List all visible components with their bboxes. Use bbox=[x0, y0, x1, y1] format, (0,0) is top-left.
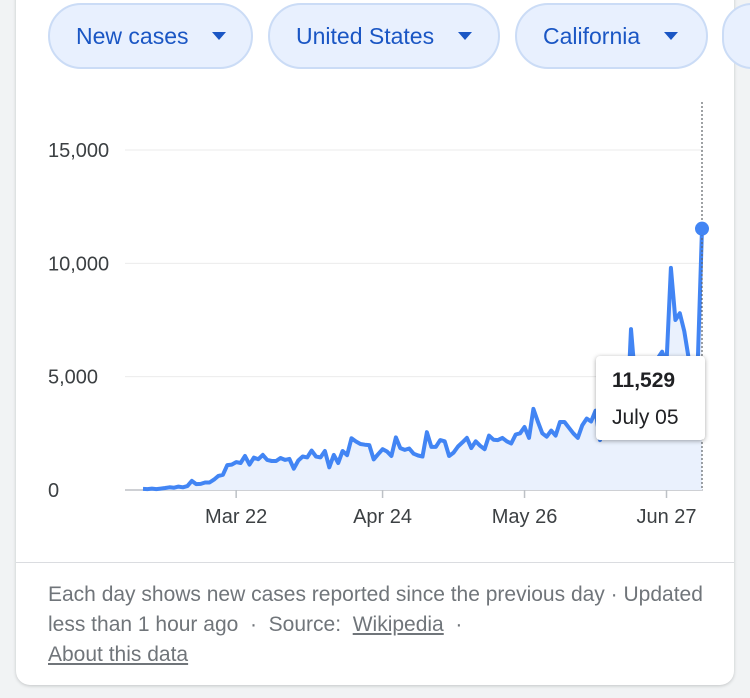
tooltip-date: July 05 bbox=[612, 406, 679, 429]
footer-divider bbox=[16, 562, 734, 563]
cases-area bbox=[143, 228, 702, 490]
region-filter-label: California bbox=[543, 22, 641, 49]
source-link[interactable]: Wikipedia bbox=[352, 613, 444, 636]
y-tick-label: 0 bbox=[48, 480, 59, 502]
metric-filter-label: New cases bbox=[76, 22, 189, 49]
country-filter-label: United States bbox=[296, 22, 435, 49]
separator-dot: · bbox=[610, 583, 618, 606]
filter-chips: New cases United States California bbox=[0, 0, 750, 80]
separator-dot: · bbox=[455, 613, 463, 636]
footer-description: Each day shows new cases reported since … bbox=[48, 583, 605, 606]
y-axis-ticks: 0 5,000 10,000 15,000 bbox=[48, 140, 109, 502]
about-data-link[interactable]: About this data bbox=[48, 643, 189, 666]
covid-card bbox=[16, 0, 734, 685]
x-tick-label: Apr 24 bbox=[353, 506, 412, 528]
dropdown-arrow-icon bbox=[458, 32, 473, 40]
footer-updated: Updated less than 1 hour ago bbox=[48, 583, 703, 636]
x-tick-label: Mar 22 bbox=[205, 506, 267, 528]
dropdown-arrow-icon bbox=[664, 32, 679, 40]
region-filter-chip[interactable]: California bbox=[515, 3, 708, 69]
x-tick-label: May 26 bbox=[492, 506, 558, 528]
y-tick-label: 15,000 bbox=[48, 140, 109, 162]
cases-chart: 0 5,000 10,000 15,000 Mar 22 Apr 24 May 26 Jun… bbox=[48, 102, 709, 528]
y-tick-label: 5,000 bbox=[48, 367, 98, 389]
dropdown-arrow-icon bbox=[212, 32, 227, 40]
metric-filter-chip[interactable]: New cases bbox=[48, 3, 253, 69]
country-filter-chip[interactable]: United States bbox=[268, 3, 500, 69]
selected-point[interactable] bbox=[695, 221, 709, 236]
value-tooltip: 11,529 July 05 bbox=[596, 356, 705, 440]
x-axis-ticks: Mar 22 Apr 24 May 26 Jun 27 bbox=[205, 490, 697, 528]
separator-dot: · bbox=[249, 613, 257, 636]
x-tick-label: Jun 27 bbox=[636, 506, 696, 528]
chart-footer: Each day shows new cases reported since … bbox=[48, 580, 728, 670]
source-label: Source: bbox=[268, 613, 342, 636]
y-tick-label: 10,000 bbox=[48, 253, 109, 275]
tooltip-value: 11,529 bbox=[612, 369, 676, 392]
